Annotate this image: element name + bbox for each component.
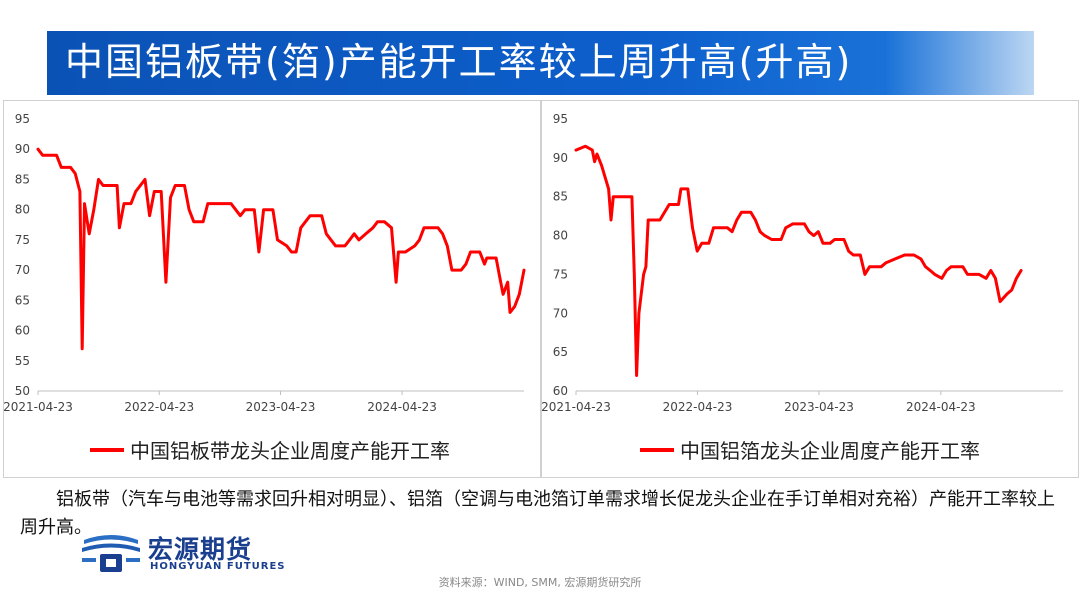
title-bar: 中国铝板带(箔)产能开工率较上周升高(升高)	[47, 31, 1034, 95]
y-tick-label: 90	[15, 142, 30, 156]
company-logo: 宏源期货 HONGYUAN FUTURES	[80, 528, 320, 578]
source-note: 资料来源：WIND, SMM, 宏源期货研究所	[438, 576, 642, 589]
x-tick-label: 2023-04-23	[784, 400, 854, 414]
logo-text-en: HONGYUAN FUTURES	[150, 561, 286, 572]
y-tick-label: 95	[15, 112, 30, 126]
series-line	[574, 144, 1023, 377]
x-tick-label: 2021-04-23	[542, 400, 611, 414]
x-tick-label: 2022-04-23	[663, 400, 733, 414]
y-tick-label: 65	[15, 293, 30, 307]
series-line	[36, 147, 526, 351]
chart-aluminum-strip: 50 55 60 65 70 75 80 85 90 95 2021-04-23 2022-04-23…	[4, 112, 526, 414]
y-tick-label: 60	[15, 324, 30, 338]
legend-label: 中国铝板带龙头企业周度产能开工率	[130, 439, 450, 463]
x-tick-label: 2024-04-23	[367, 400, 437, 414]
y-tick-label: 95	[553, 112, 568, 126]
y-tick-label: 70	[15, 263, 30, 277]
legend-label: 中国铝箔龙头企业周度产能开工率	[680, 439, 980, 463]
y-tick-label: 85	[15, 172, 30, 186]
page-title: 中国铝板带(箔)产能开工率较上周升高(升高)	[65, 40, 853, 84]
y-tick-label: 65	[553, 345, 568, 359]
y-tick-label: 80	[15, 203, 30, 217]
legend-swatch	[640, 447, 674, 452]
y-tick-label: 85	[553, 190, 568, 204]
y-tick-label: 55	[15, 354, 30, 368]
commentary-text: 铝板带（汽车与电池等需求回升相对明显）、铝箔（空调与电池箔订单需求增长促龙头企业…	[20, 489, 1055, 538]
legend: 中国铝箔龙头企业周度产能开工率	[640, 435, 980, 464]
y-tick-label: 90	[553, 151, 568, 165]
chart-panel-aluminum-strip: 50 55 60 65 70 75 80 85 90 95 2021-04-23 2022-04-23…	[3, 100, 541, 478]
y-tick-label: 80	[553, 229, 568, 243]
x-tick-label: 2022-04-23	[124, 400, 194, 414]
legend: 中国铝板带龙头企业周度产能开工率	[90, 435, 450, 464]
y-tick-label: 70	[553, 306, 568, 320]
chart-panel-aluminum-foil: 60 65 70 75 80 85 90 95 2021-04-23 2022-04-23 2023…	[541, 100, 1079, 478]
logo-mark-icon	[82, 535, 140, 572]
x-tick-label: 2023-04-23	[246, 400, 316, 414]
y-tick-label: 50	[15, 384, 30, 398]
x-tick-label: 2021-04-23	[4, 400, 73, 414]
x-tick-label: 2024-04-23	[906, 400, 976, 414]
chart-aluminum-foil: 60 65 70 75 80 85 90 95 2021-04-23 2022-04-23 2023…	[542, 112, 1063, 414]
legend-swatch	[90, 447, 124, 452]
y-tick-label: 60	[553, 384, 568, 398]
y-tick-label: 75	[553, 267, 568, 281]
y-tick-label: 75	[15, 233, 30, 247]
logo-text-cn: 宏源期货	[148, 535, 253, 564]
